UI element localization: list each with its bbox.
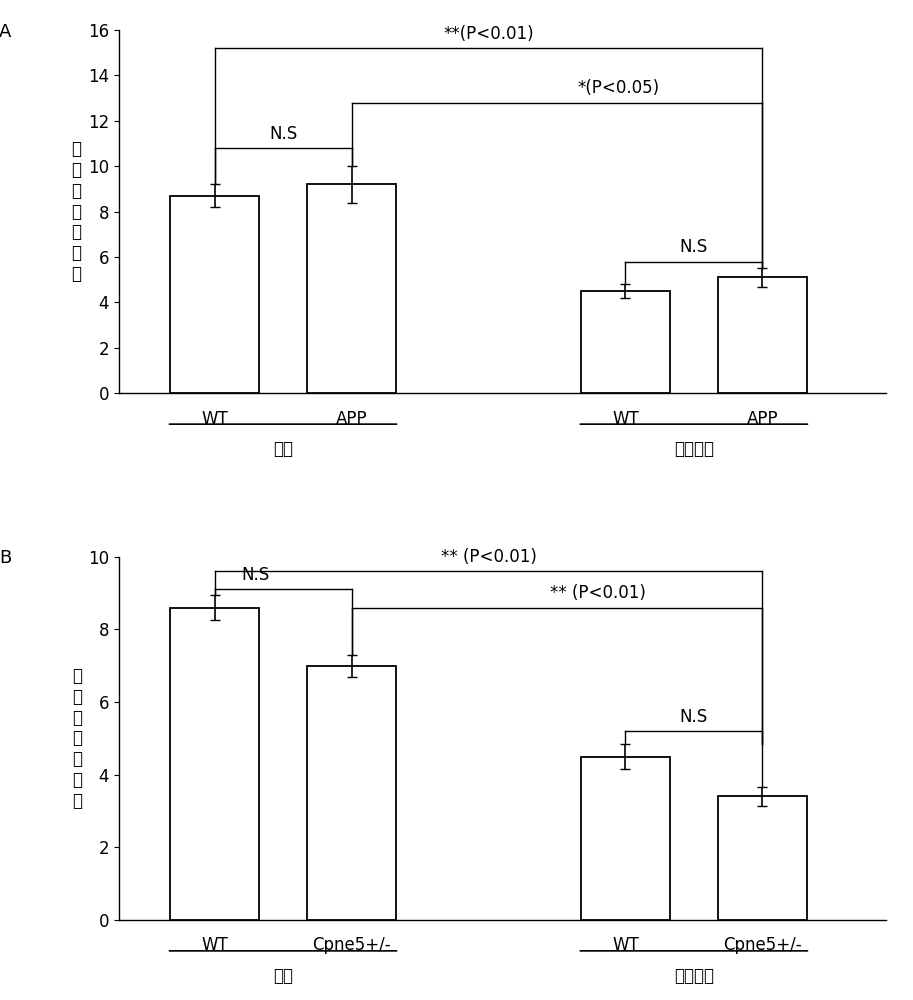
Text: Cpne5+/-: Cpne5+/- — [723, 936, 802, 954]
Bar — [581, 757, 670, 920]
Text: 高架平台: 高架平台 — [674, 967, 714, 985]
Bar — [718, 277, 807, 393]
Text: WT: WT — [612, 936, 639, 954]
Text: WT: WT — [612, 410, 639, 428]
Bar — [718, 796, 807, 920]
Y-axis label: 频
率
密
度
（
米
）: 频 率 密 度 （ 米 ） — [71, 140, 81, 283]
Text: N.S: N.S — [269, 125, 297, 143]
Text: ** (P<0.01): ** (P<0.01) — [440, 548, 537, 566]
Text: 高架平台: 高架平台 — [674, 440, 714, 458]
Text: WT: WT — [201, 410, 228, 428]
Bar — [170, 608, 259, 920]
Text: B: B — [0, 549, 11, 567]
Text: N.S: N.S — [680, 708, 708, 726]
Text: APP: APP — [747, 410, 778, 428]
Text: Cpne5+/-: Cpne5+/- — [312, 936, 391, 954]
Text: WT: WT — [201, 936, 228, 954]
Text: ** (P<0.01): ** (P<0.01) — [550, 584, 646, 602]
Text: 矿场: 矿场 — [273, 967, 293, 985]
Bar — [307, 666, 396, 920]
Text: APP: APP — [336, 410, 367, 428]
Bar — [307, 184, 396, 393]
Text: A: A — [0, 23, 11, 41]
Text: *(P<0.05): *(P<0.05) — [578, 79, 659, 97]
Text: N.S: N.S — [242, 566, 269, 584]
Bar — [581, 291, 670, 393]
Text: N.S: N.S — [680, 238, 708, 256]
Y-axis label: 频
率
密
度
（
米
）: 频 率 密 度 （ 米 ） — [72, 667, 82, 810]
Text: **(P<0.01): **(P<0.01) — [443, 25, 534, 43]
Text: 矿场: 矿场 — [273, 440, 293, 458]
Bar — [170, 196, 259, 393]
